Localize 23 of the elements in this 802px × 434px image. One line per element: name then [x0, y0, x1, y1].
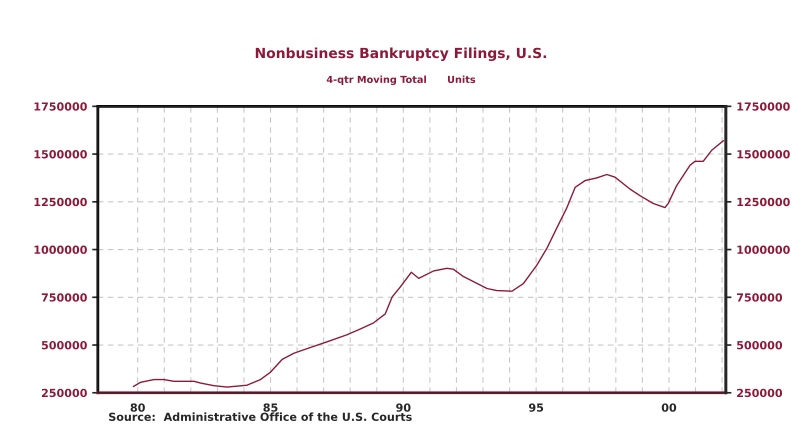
y2-tick-label: 1250000 — [737, 198, 790, 206]
x-tick-label: 00 — [662, 403, 676, 412]
y-tick-label: 1000000 — [34, 246, 87, 254]
y2-tick-label: 500000 — [737, 341, 782, 350]
y-tick-label: 750000 — [42, 293, 87, 302]
y2-tick-label: 750000 — [736, 293, 782, 302]
y-tick-label: 1250000 — [34, 198, 87, 206]
x-tick-label: 85 — [263, 403, 278, 412]
y2-tick-label: 1000000 — [737, 246, 790, 254]
x-tick-label: 80 — [130, 403, 145, 412]
y2-tick-label: 1500000 — [737, 150, 790, 158]
chart-subtitle: 4-qtr Moving Total Units — [326, 76, 476, 86]
y2-tick-label: 1750000 — [737, 102, 790, 111]
y-tick-label: 500000 — [42, 341, 87, 350]
x-tick-label: 90 — [396, 403, 411, 412]
y-tick-label: 250000 — [42, 388, 87, 398]
x-tick-label: 95 — [528, 403, 544, 412]
source-note: Source: Administrative Office of the U.S. Courts — [109, 412, 412, 421]
line-series — [132, 140, 724, 388]
y-tick-label: 1500000 — [34, 150, 87, 158]
chart-title: Nonbusiness Bankruptcy Filings, U.S. — [256, 47, 546, 62]
y2-tick-label: 250000 — [737, 388, 782, 398]
y-tick-label: 1750000 — [34, 102, 87, 111]
